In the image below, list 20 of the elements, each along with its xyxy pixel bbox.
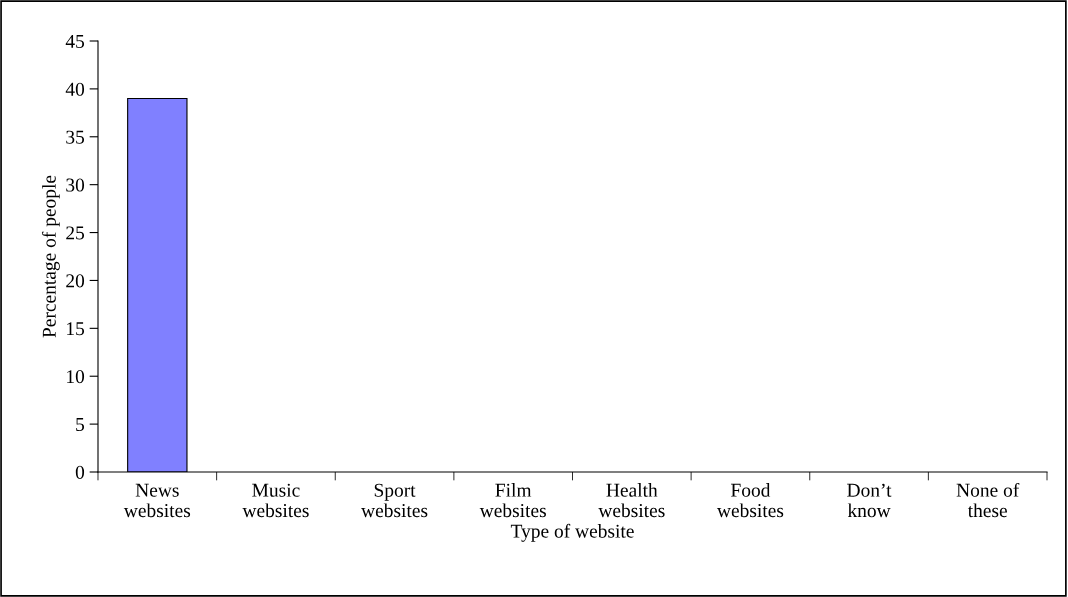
x-tick-label: Music websites	[242, 483, 309, 518]
y-tick-label: 45	[65, 34, 85, 48]
y-axis-title: Percentage of people	[41, 175, 60, 338]
x-tick-label: Film websites	[479, 483, 546, 518]
y-tick-label: 15	[67, 322, 85, 336]
y-tick-label: 30	[66, 178, 85, 192]
y-tick-label: 0	[75, 465, 85, 479]
x-tick-label: Food websites	[716, 483, 784, 518]
x-tick-label: Sport websites	[361, 483, 428, 518]
y-tick-label: 10	[67, 370, 85, 384]
x-tick-label: News websites	[123, 483, 191, 518]
y-tick-label: 35	[66, 130, 85, 144]
y-tick-label: 25	[66, 226, 85, 240]
x-axis-title: Type of website	[510, 523, 634, 542]
y-tick-label: 5	[76, 418, 85, 432]
y-tick-label: 40	[65, 82, 85, 96]
x-tick-label: Don’t know	[847, 483, 892, 518]
x-tick-label: Health websites	[598, 483, 665, 518]
y-tick-label: 20	[66, 274, 85, 288]
x-tick-label: None of these	[956, 482, 1020, 518]
